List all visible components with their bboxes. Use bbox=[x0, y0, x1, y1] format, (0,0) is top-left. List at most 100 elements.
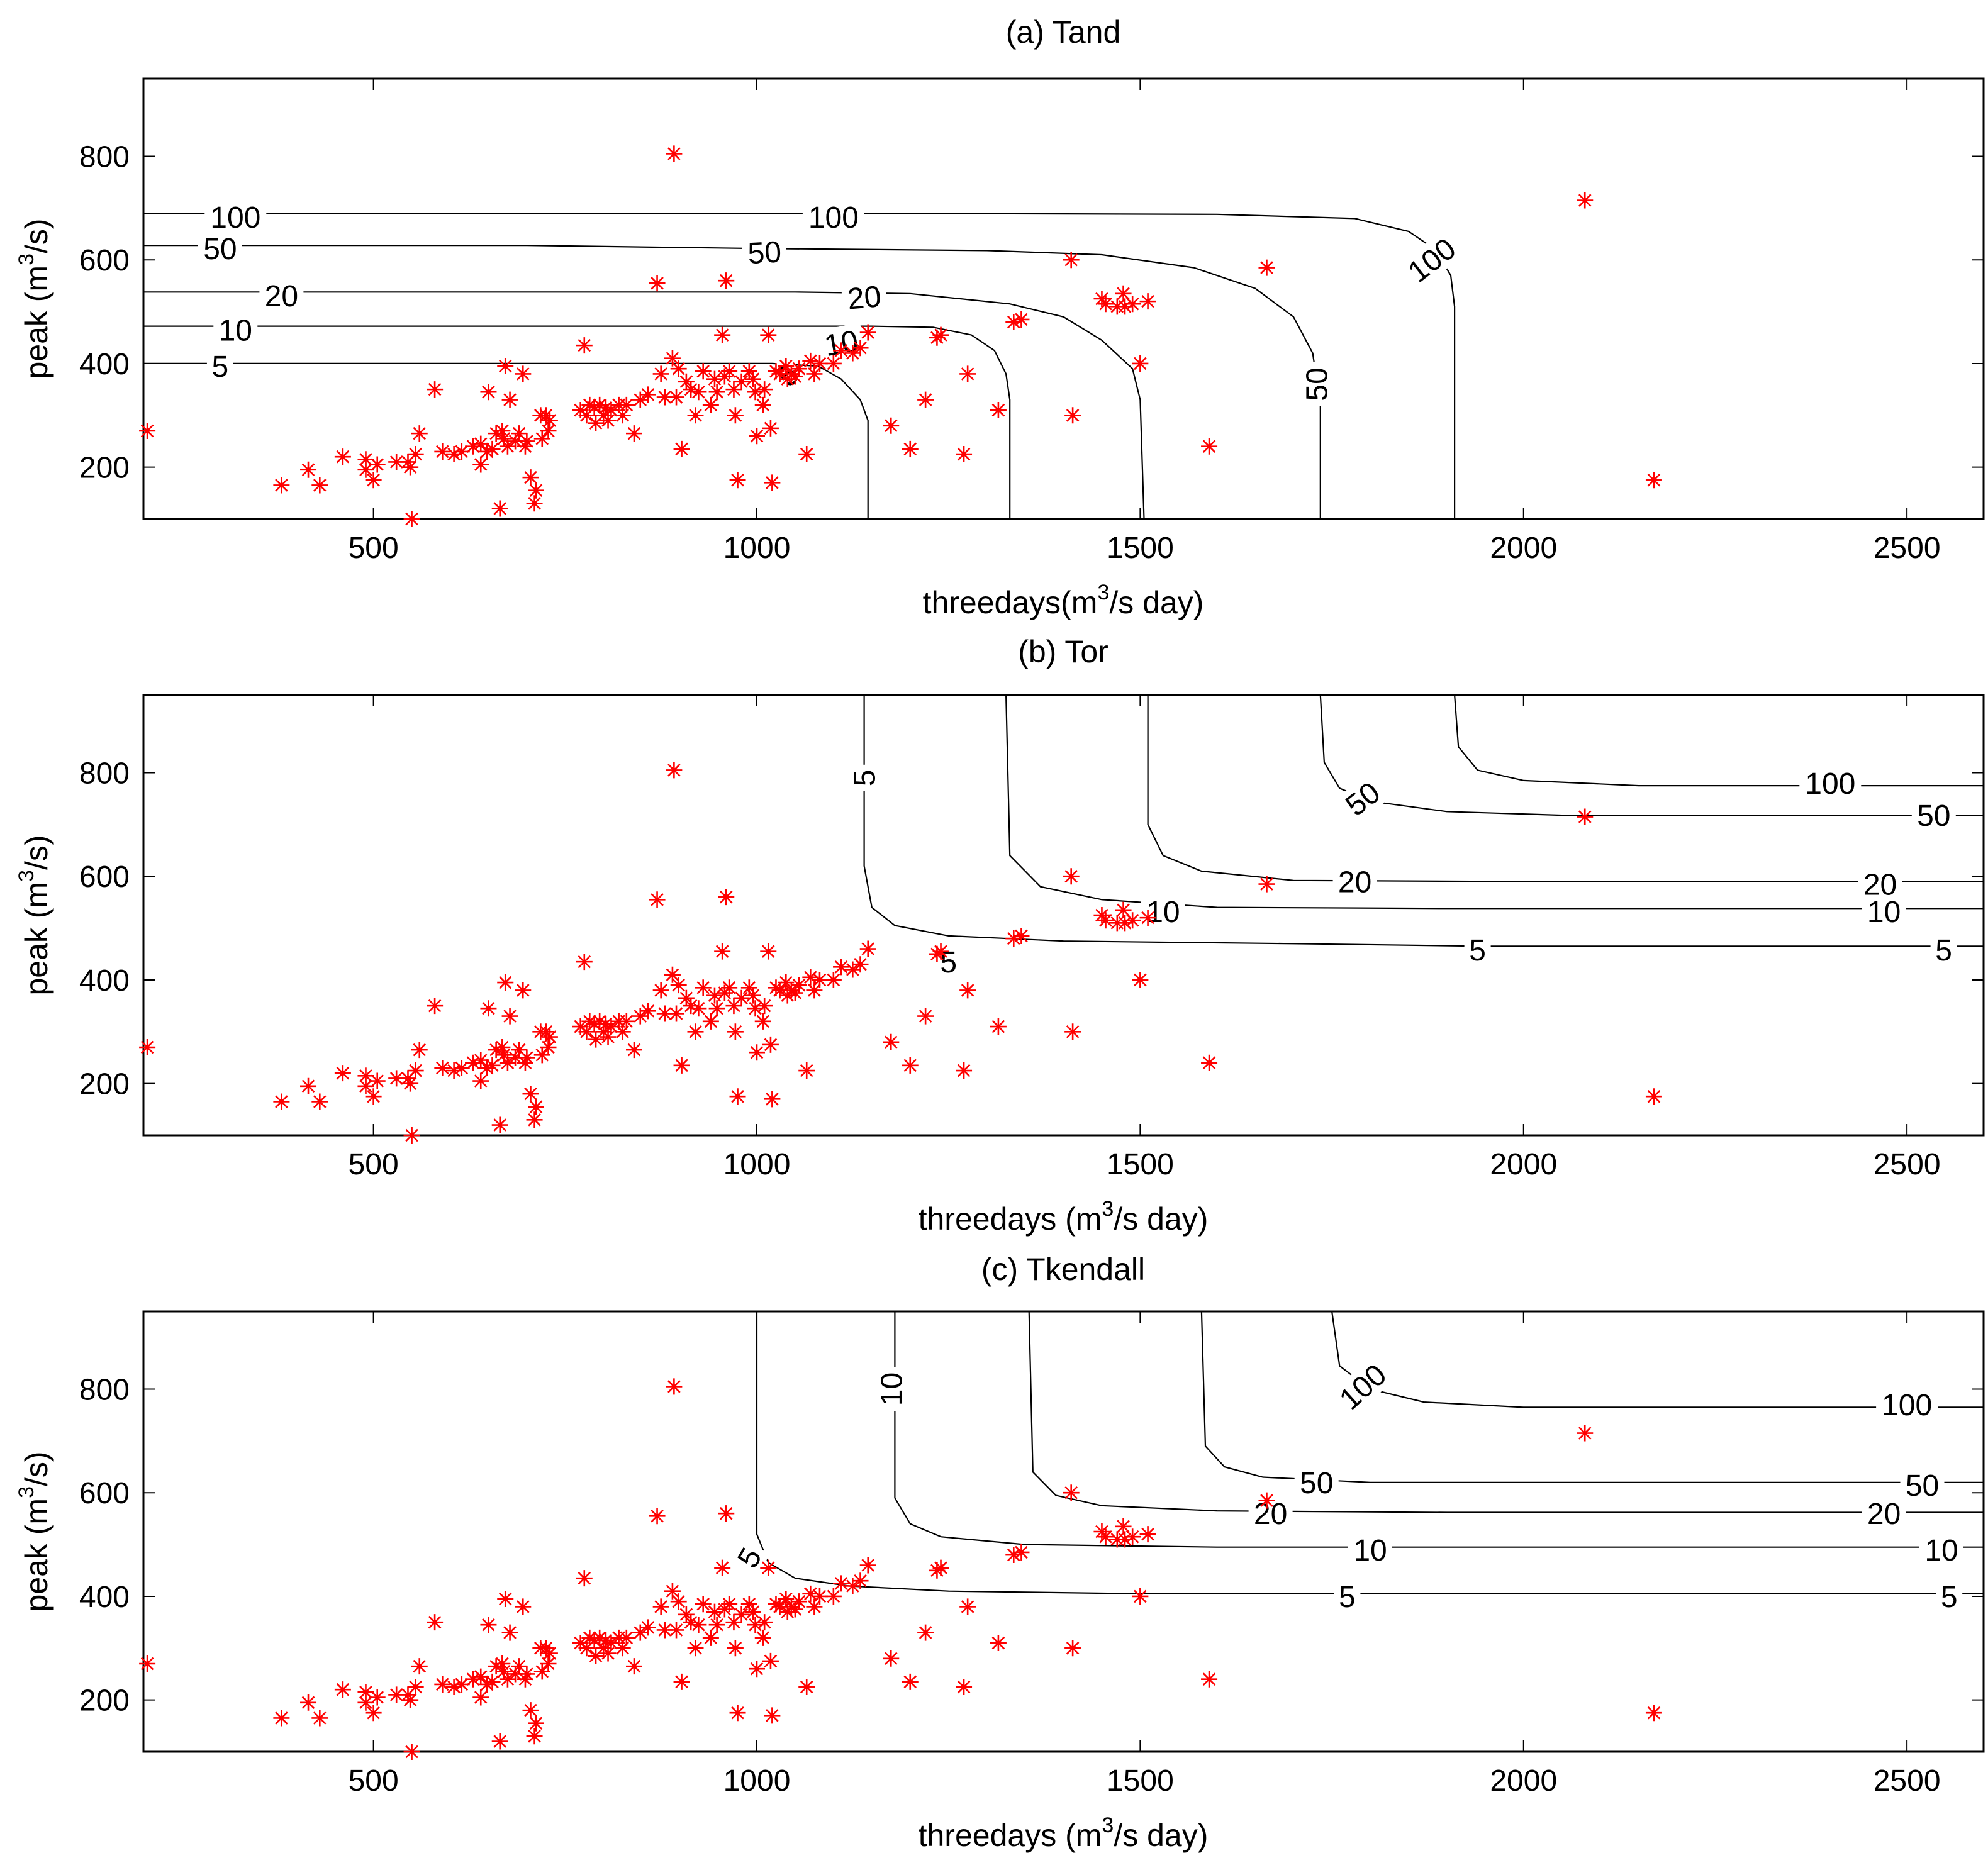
observation-point bbox=[714, 326, 731, 343]
observation-point bbox=[600, 1645, 617, 1662]
observation-point bbox=[484, 1057, 501, 1074]
contour-label-bg bbox=[728, 1538, 770, 1578]
observation-point bbox=[357, 1077, 374, 1094]
observation-point bbox=[488, 1658, 505, 1675]
observation-point bbox=[695, 1596, 712, 1613]
observation-point bbox=[1258, 259, 1275, 276]
observation-point bbox=[445, 446, 462, 463]
observation-point bbox=[1097, 912, 1114, 929]
observation-point bbox=[614, 1640, 631, 1657]
observation-point bbox=[537, 1640, 554, 1657]
observation-point bbox=[673, 1057, 690, 1074]
observation-point bbox=[472, 1689, 489, 1706]
observation-point bbox=[472, 1668, 489, 1685]
contour-label-50: 50 bbox=[1917, 799, 1950, 833]
observation-point bbox=[465, 1671, 482, 1688]
observation-point bbox=[852, 340, 869, 357]
y-tick-label: 400 bbox=[79, 964, 130, 998]
y-tick-label: 200 bbox=[79, 452, 130, 485]
y-tick-label: 800 bbox=[79, 757, 130, 791]
contour-label-bg bbox=[1464, 933, 1491, 967]
contour-label-group: 10 bbox=[1862, 895, 1906, 929]
observation-point bbox=[528, 482, 544, 499]
observation-point bbox=[411, 425, 428, 442]
observation-point bbox=[702, 1013, 719, 1030]
observation-point bbox=[670, 977, 687, 994]
panel-title: (a) Tand bbox=[1006, 14, 1121, 50]
observation-point bbox=[533, 430, 550, 447]
contour-label-5: 5 bbox=[1941, 1581, 1958, 1614]
observation-point bbox=[407, 1679, 424, 1696]
observation-point bbox=[683, 998, 700, 1015]
contour-label-bg bbox=[206, 350, 233, 383]
contour-label-bg bbox=[1900, 1468, 1945, 1501]
contour-line-20 bbox=[143, 291, 1145, 520]
contour-label-20: 20 bbox=[1863, 869, 1897, 902]
contour-label-bg bbox=[840, 279, 888, 316]
contour-label-100: 100 bbox=[808, 201, 859, 235]
observation-point bbox=[603, 1635, 620, 1652]
observation-point bbox=[1093, 1523, 1110, 1540]
contour-label-group: 100 bbox=[1876, 1388, 1938, 1422]
observation-point bbox=[762, 1652, 779, 1669]
observation-point bbox=[859, 1557, 876, 1574]
observation-point bbox=[518, 1666, 535, 1683]
observation-point bbox=[365, 1088, 382, 1105]
contour-label-group: 10 bbox=[874, 1367, 908, 1411]
x-tick-label: 500 bbox=[349, 1764, 399, 1798]
observation-point bbox=[497, 974, 514, 991]
observation-point bbox=[411, 1658, 428, 1675]
observation-point bbox=[668, 1005, 685, 1022]
x-tick-label: 1500 bbox=[1107, 531, 1174, 565]
observation-point bbox=[639, 1003, 656, 1020]
observation-point bbox=[802, 969, 819, 986]
observation-point bbox=[507, 433, 524, 450]
observation-point bbox=[733, 989, 750, 1006]
observation-point bbox=[591, 396, 608, 413]
observation-point bbox=[778, 358, 795, 375]
observation-point bbox=[1645, 1705, 1662, 1722]
observation-point bbox=[1132, 355, 1149, 372]
observation-point bbox=[632, 391, 649, 408]
contour-label-10: 10 bbox=[1353, 1534, 1387, 1567]
observation-point bbox=[1013, 927, 1030, 944]
observation-point bbox=[718, 1505, 735, 1522]
contour-label-bg bbox=[1930, 933, 1957, 967]
contour-line-100 bbox=[1454, 694, 1984, 787]
contour-label-group: 50 bbox=[198, 232, 242, 266]
observation-point bbox=[399, 1686, 416, 1703]
observation-point bbox=[714, 1559, 731, 1576]
observation-point bbox=[491, 1116, 508, 1133]
observation-point bbox=[434, 1676, 451, 1693]
observation-point bbox=[666, 1378, 683, 1395]
observation-point bbox=[434, 443, 451, 460]
observation-point bbox=[501, 391, 518, 408]
observation-point bbox=[778, 1591, 795, 1608]
plot-area bbox=[142, 694, 1985, 1137]
observation-point bbox=[501, 1008, 518, 1025]
observation-point bbox=[1117, 298, 1133, 315]
observation-point bbox=[402, 1075, 419, 1092]
observation-point bbox=[721, 363, 738, 380]
observation-point bbox=[656, 1622, 673, 1639]
contour-label-20: 20 bbox=[846, 280, 883, 316]
observation-point bbox=[649, 1508, 666, 1525]
observation-point bbox=[825, 355, 842, 372]
contour-label-bg bbox=[1858, 867, 1902, 901]
observation-point bbox=[744, 987, 761, 1004]
observation-point bbox=[427, 381, 444, 398]
contour-label-bg bbox=[1335, 772, 1390, 825]
observation-point bbox=[300, 461, 317, 478]
observation-point bbox=[540, 1039, 557, 1055]
observation-point bbox=[706, 370, 723, 387]
observation-point bbox=[597, 1632, 614, 1649]
contour-label-group: 100 bbox=[802, 200, 864, 235]
observation-point bbox=[760, 943, 777, 960]
observation-point bbox=[666, 762, 683, 779]
observation-point bbox=[749, 428, 765, 445]
observation-point bbox=[445, 1062, 462, 1079]
contour-label-group: 20 bbox=[259, 279, 304, 313]
